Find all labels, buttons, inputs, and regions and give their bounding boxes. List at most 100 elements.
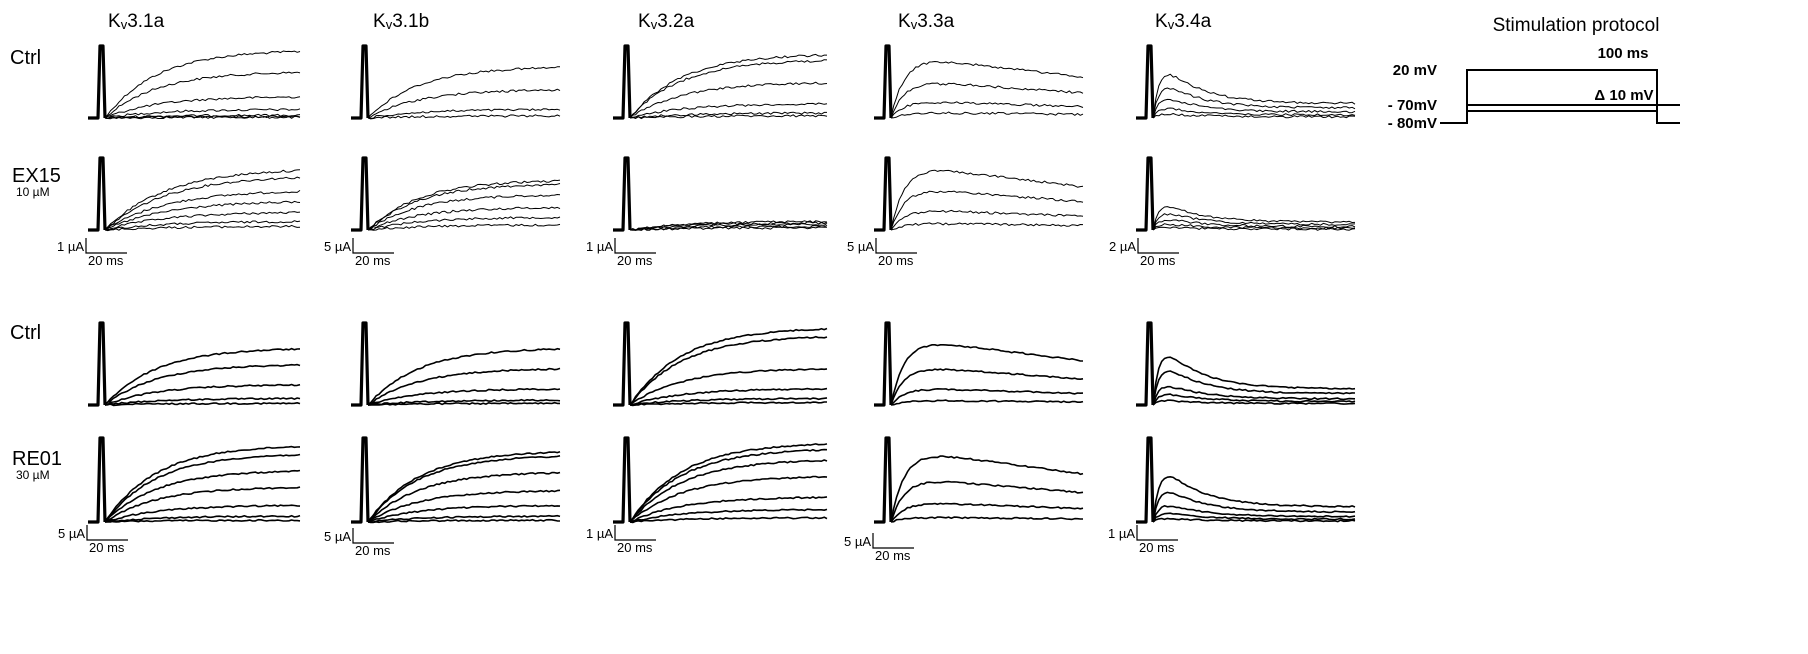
- scale-bar-c2-g1: 5 µA 20 ms: [324, 238, 394, 268]
- current-trace: [367, 183, 561, 231]
- current-trace: [629, 516, 828, 524]
- scale-time-label: 20 ms: [617, 540, 653, 555]
- capacitive-spike: [613, 436, 632, 524]
- protocol-waveform: [1440, 104, 1680, 124]
- trace-panel-c2-r1: [351, 44, 561, 120]
- current-trace: [890, 101, 1084, 119]
- current-trace: [629, 496, 828, 523]
- capacitive-spike: [1136, 321, 1155, 407]
- channel-titles: Kv3.1a Kv3.1b Kv3.2a Kv3.3a Kv3.4a: [108, 11, 1212, 32]
- scale-current-label: 1 µA: [57, 239, 84, 254]
- scale-time-label: 20 ms: [875, 548, 911, 563]
- current-trace: [890, 222, 1084, 231]
- capacitive-spike: [613, 156, 632, 232]
- current-trace: [1152, 356, 1356, 406]
- current-trace: [367, 514, 561, 523]
- current-trace: [1152, 107, 1356, 119]
- trace-panel-c4-r3: [874, 321, 1084, 407]
- current-trace: [367, 66, 560, 119]
- capacitive-spike: [1136, 156, 1155, 232]
- scale-bar-c3-g2: 1 µA 20 ms: [586, 525, 656, 555]
- protocol-baseline: - 80mV: [1388, 115, 1437, 132]
- scale-time-label: 20 ms: [88, 253, 124, 268]
- trace-panel-c3-r2: [613, 156, 828, 232]
- capacitive-spike: [351, 44, 370, 120]
- current-trace: [367, 398, 561, 406]
- scale-bar-lines: [872, 533, 914, 549]
- scale-bar-lines: [352, 528, 394, 544]
- trace-panel-c5-r2: [1136, 156, 1356, 232]
- current-trace: [104, 363, 301, 406]
- protocol-step-box: [1466, 69, 1680, 124]
- current-trace: [890, 82, 1084, 119]
- current-trace: [104, 402, 301, 407]
- scale-time-label: 20 ms: [89, 540, 125, 555]
- current-trace: [1152, 73, 1356, 119]
- row-label-ex15: EX15: [12, 165, 61, 187]
- current-trace: [1152, 206, 1356, 231]
- scale-bar-c4-g2: 5 µA 20 ms: [844, 533, 914, 563]
- scale-bar-c2-g2: 5 µA 20 ms: [324, 528, 394, 558]
- current-trace: [890, 169, 1084, 231]
- scale-current-label: 5 µA: [324, 529, 351, 544]
- current-trace: [890, 209, 1084, 231]
- current-trace: [367, 518, 561, 524]
- current-trace: [1152, 399, 1356, 406]
- trace-panel-c3-r3: [613, 321, 828, 407]
- current-trace: [1152, 512, 1356, 523]
- current-trace: [104, 71, 301, 119]
- current-trace: [1152, 226, 1356, 231]
- protocol-step-level: 20 mV: [1393, 62, 1437, 79]
- current-trace: [104, 347, 301, 406]
- current-trace: [104, 176, 301, 231]
- current-trace: [104, 96, 301, 119]
- current-trace: [629, 59, 828, 119]
- capacitive-spike: [351, 321, 370, 407]
- scale-bar-c3-g1: 1 µA 20 ms: [586, 238, 656, 268]
- scale-time-label: 20 ms: [1140, 253, 1176, 268]
- current-trace: [629, 81, 828, 119]
- channel-title-kv34a: Kv3.4a: [1155, 11, 1212, 32]
- capacitive-spike: [874, 44, 893, 120]
- current-trace: [367, 504, 561, 523]
- scale-time-label: 20 ms: [1139, 540, 1175, 555]
- current-trace: [1152, 223, 1356, 231]
- current-trace: [367, 194, 561, 231]
- scale-current-label: 5 µA: [324, 239, 351, 254]
- current-trace: [629, 335, 828, 406]
- current-trace: [629, 368, 828, 406]
- current-trace: [890, 399, 1084, 406]
- current-trace: [104, 169, 301, 231]
- scale-bar-c5-g1: 2 µA 20 ms: [1109, 238, 1179, 268]
- current-trace: [104, 469, 301, 523]
- current-trace: [1152, 98, 1356, 119]
- current-trace: [367, 216, 561, 231]
- current-trace: [890, 480, 1084, 523]
- current-trace: [629, 220, 828, 231]
- current-trace: [890, 368, 1084, 406]
- current-trace: [367, 223, 561, 231]
- row-label-re01: RE01: [12, 448, 62, 470]
- current-trace: [104, 224, 301, 231]
- scale-current-label: 5 µA: [847, 239, 874, 254]
- trace-panel-c4-r4: [874, 436, 1084, 524]
- current-trace: [1152, 385, 1356, 406]
- current-trace: [890, 61, 1084, 119]
- current-trace: [367, 450, 561, 523]
- current-trace: [890, 455, 1084, 523]
- trace-panel-c5-r4: [1136, 436, 1356, 524]
- scale-current-label: 1 µA: [586, 239, 613, 254]
- scale-bar-lines: [86, 525, 128, 541]
- current-trace: [367, 206, 561, 231]
- current-trace: [367, 347, 561, 406]
- current-trace: [367, 367, 561, 406]
- row-conc-ex15: 10 µM: [16, 185, 50, 199]
- trace-panel-c2-r2: [351, 156, 561, 232]
- trace-panel-c4-r2: [874, 156, 1084, 232]
- trace-panel-c1-r2: [88, 156, 301, 232]
- current-trace: [367, 471, 561, 523]
- current-trace: [1152, 213, 1356, 231]
- scale-time-label: 20 ms: [355, 253, 391, 268]
- channel-title-kv32a: Kv3.2a: [638, 11, 695, 32]
